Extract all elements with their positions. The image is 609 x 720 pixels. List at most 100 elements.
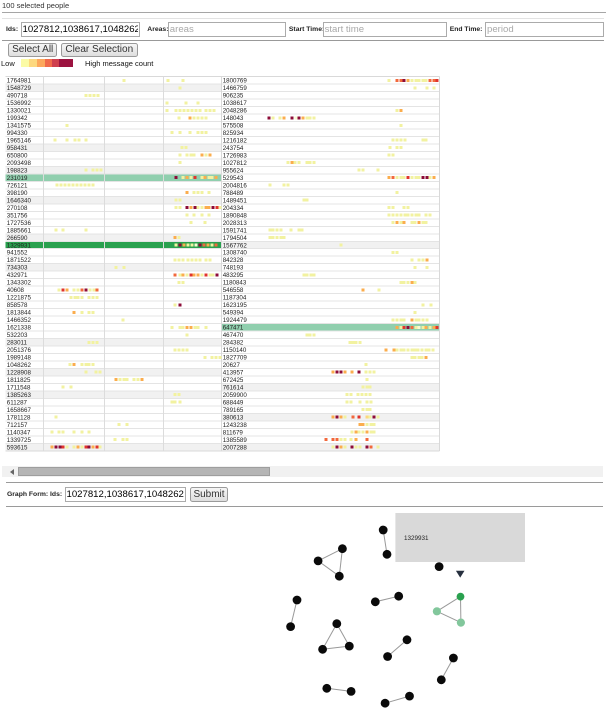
svg-text:1243238: 1243238: [223, 422, 248, 429]
svg-text:231019: 231019: [7, 175, 28, 182]
svg-text:204334: 204334: [223, 205, 244, 212]
svg-text:490718: 490718: [7, 93, 28, 100]
svg-text:1329931: 1329931: [404, 535, 429, 542]
svg-text:788489: 788489: [223, 190, 244, 197]
svg-text:1385263: 1385263: [7, 392, 32, 399]
svg-text:284382: 284382: [223, 340, 244, 347]
svg-text:1711548: 1711548: [7, 384, 31, 391]
svg-text:1621338: 1621338: [7, 325, 32, 332]
svg-text:413957: 413957: [223, 369, 244, 376]
svg-text:1890848: 1890848: [223, 212, 248, 219]
svg-text:726121: 726121: [7, 182, 28, 189]
svg-text:270108: 270108: [7, 205, 28, 212]
svg-text:266590: 266590: [7, 235, 28, 242]
svg-text:958431: 958431: [7, 145, 28, 152]
svg-text:1800769: 1800769: [223, 78, 248, 85]
svg-text:672425: 672425: [223, 377, 244, 384]
svg-text:432971: 432971: [7, 272, 28, 279]
svg-text:941552: 941552: [7, 250, 28, 257]
svg-text:532203: 532203: [7, 332, 28, 339]
svg-text:380613: 380613: [223, 414, 244, 421]
svg-text:1341575: 1341575: [7, 123, 32, 130]
svg-text:1536992: 1536992: [7, 100, 32, 107]
svg-text:1811825: 1811825: [7, 377, 31, 384]
svg-text:1228908: 1228908: [7, 369, 32, 376]
svg-text:1221875: 1221875: [7, 295, 32, 302]
svg-text:575508: 575508: [223, 123, 244, 130]
svg-text:842328: 842328: [223, 257, 244, 264]
svg-text:1989148: 1989148: [7, 355, 32, 362]
svg-text:994330: 994330: [7, 130, 28, 137]
svg-text:2048286: 2048286: [223, 108, 248, 115]
svg-text:1329931: 1329931: [7, 242, 32, 249]
svg-text:734303: 734303: [7, 265, 28, 272]
svg-text:1623195: 1623195: [223, 302, 248, 309]
svg-text:398190: 398190: [7, 190, 28, 197]
svg-text:1965146: 1965146: [7, 137, 32, 144]
svg-text:1339725: 1339725: [7, 437, 32, 444]
svg-text:1726983: 1726983: [223, 152, 248, 159]
svg-text:243754: 243754: [223, 145, 244, 152]
svg-text:1646340: 1646340: [7, 197, 32, 204]
svg-text:858578: 858578: [7, 302, 28, 309]
svg-text:2093498: 2093498: [7, 160, 32, 167]
svg-text:955624: 955624: [223, 167, 244, 174]
svg-text:1794504: 1794504: [223, 235, 248, 242]
svg-text:688449: 688449: [223, 399, 244, 406]
svg-text:1591741: 1591741: [223, 227, 248, 234]
svg-text:1658667: 1658667: [7, 407, 32, 414]
svg-text:529543: 529543: [223, 175, 244, 182]
svg-text:483295: 483295: [223, 272, 244, 279]
svg-text:2007288: 2007288: [223, 444, 248, 451]
svg-text:1924479: 1924479: [223, 317, 248, 324]
svg-text:1489451: 1489451: [223, 197, 248, 204]
svg-text:1385589: 1385589: [223, 437, 248, 444]
svg-text:748193: 748193: [223, 265, 244, 272]
svg-text:712157: 712157: [7, 422, 28, 429]
svg-text:1764981: 1764981: [7, 78, 32, 85]
svg-text:549394: 549394: [223, 310, 244, 317]
svg-text:20627: 20627: [223, 362, 241, 369]
svg-text:789165: 789165: [223, 407, 244, 414]
svg-text:906235: 906235: [223, 93, 244, 100]
svg-text:2028313: 2028313: [223, 220, 248, 227]
svg-text:40608: 40608: [7, 287, 25, 294]
svg-text:1871522: 1871522: [7, 257, 32, 264]
svg-text:1885661: 1885661: [7, 227, 32, 234]
svg-text:198823: 198823: [7, 167, 28, 174]
svg-text:148043: 148043: [223, 115, 244, 122]
svg-text:825934: 825934: [223, 130, 244, 137]
svg-text:1048262: 1048262: [7, 362, 32, 369]
svg-text:811679: 811679: [223, 429, 244, 436]
svg-text:1727536: 1727536: [7, 220, 32, 227]
svg-text:1330021: 1330021: [7, 108, 32, 115]
svg-text:1027812: 1027812: [223, 160, 248, 167]
svg-text:647471: 647471: [223, 325, 244, 332]
svg-text:199342: 199342: [7, 115, 28, 122]
svg-text:546558: 546558: [223, 287, 244, 294]
svg-text:283011: 283011: [7, 340, 28, 347]
svg-text:761614: 761614: [223, 384, 244, 391]
svg-text:1466352: 1466352: [7, 317, 32, 324]
svg-text:1216182: 1216182: [223, 137, 248, 144]
svg-text:1813844: 1813844: [7, 310, 32, 317]
svg-text:593615: 593615: [7, 444, 28, 451]
svg-text:351756: 351756: [7, 212, 28, 219]
svg-text:1781128: 1781128: [7, 414, 31, 421]
svg-text:1308740: 1308740: [223, 250, 248, 257]
svg-text:1038617: 1038617: [223, 100, 248, 107]
svg-text:611287: 611287: [7, 399, 28, 406]
svg-text:2051376: 2051376: [7, 347, 32, 354]
svg-text:1187304: 1187304: [223, 295, 247, 302]
svg-text:1150140: 1150140: [223, 347, 247, 354]
svg-text:650800: 650800: [7, 152, 28, 159]
svg-text:1140347: 1140347: [7, 429, 31, 436]
svg-text:467470: 467470: [223, 332, 244, 339]
svg-text:1343302: 1343302: [7, 280, 32, 287]
svg-text:1567762: 1567762: [223, 242, 248, 249]
svg-text:2004816: 2004816: [223, 182, 248, 189]
svg-text:1180843: 1180843: [223, 280, 247, 287]
svg-text:1548729: 1548729: [7, 85, 32, 92]
svg-text:1827709: 1827709: [223, 355, 248, 362]
svg-text:1466759: 1466759: [223, 85, 248, 92]
